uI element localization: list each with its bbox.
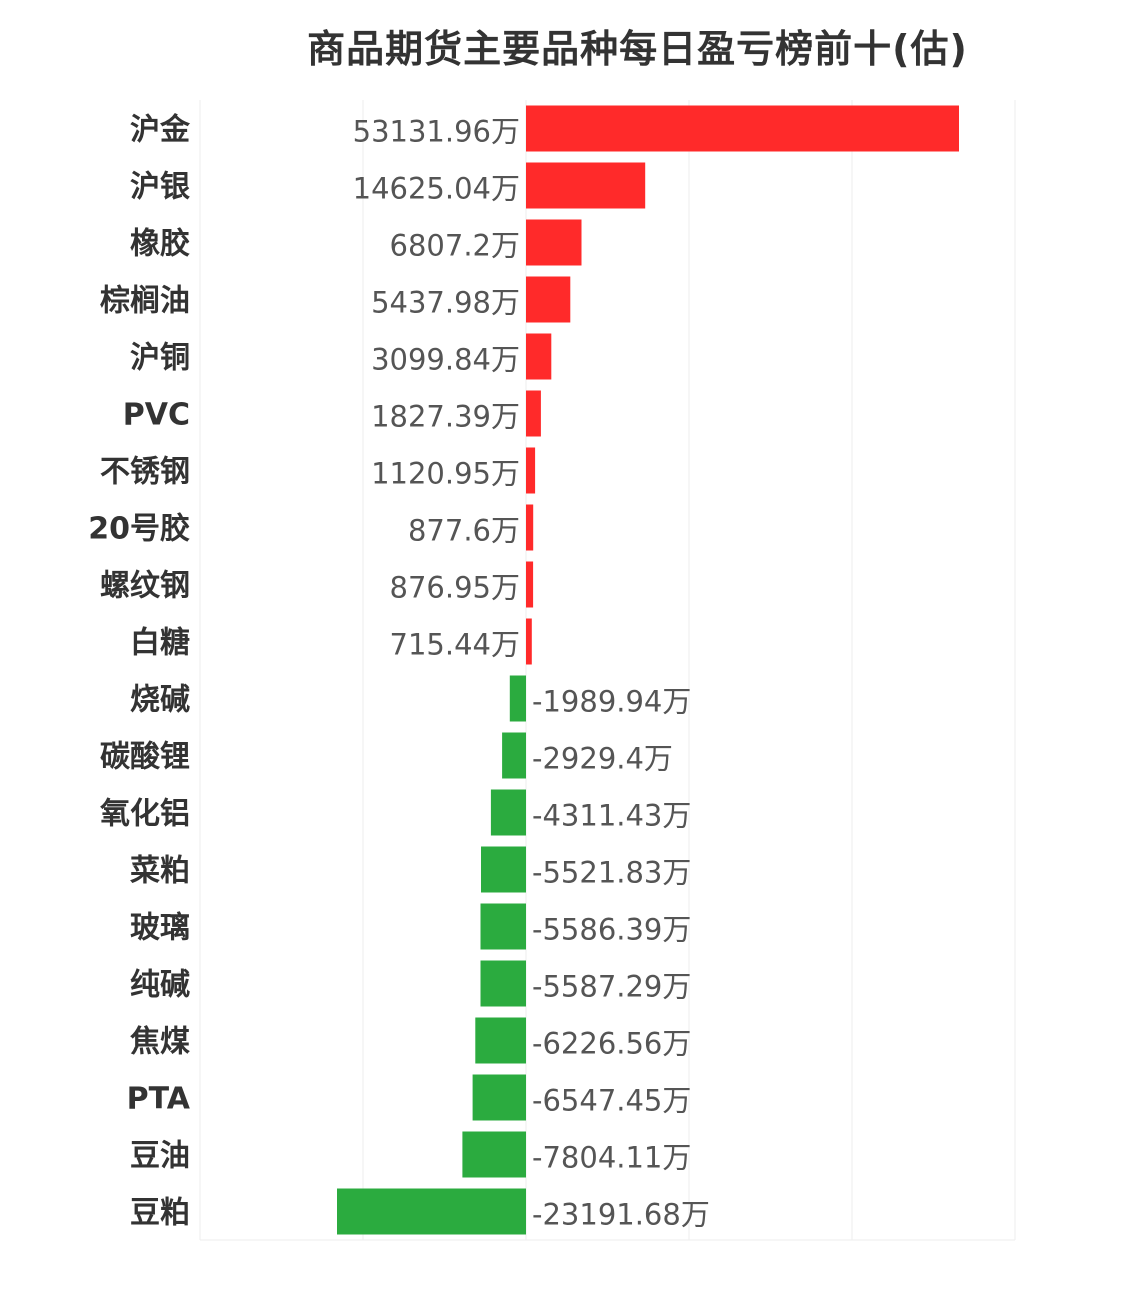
value-label: 5437.98万: [371, 286, 520, 320]
value-label: -5521.83万: [532, 856, 691, 890]
category-label: 螺纹钢: [100, 569, 190, 604]
category-label: 豆油: [130, 1139, 190, 1174]
value-label: -23191.68万: [532, 1198, 710, 1232]
value-label: -6226.56万: [532, 1027, 691, 1061]
value-label: -5587.29万: [532, 970, 691, 1004]
bar: [462, 1131, 526, 1178]
bar: [526, 504, 534, 551]
bar: [526, 390, 541, 437]
bars: [337, 105, 959, 1235]
bar: [526, 162, 646, 209]
bar: [526, 447, 536, 494]
bar: [481, 846, 526, 893]
category-label: 沪铜: [130, 341, 190, 376]
bar: [502, 732, 526, 779]
bar: [509, 675, 526, 722]
value-label: 1827.39万: [371, 400, 520, 434]
bar: [526, 618, 532, 665]
value-label: -1989.94万: [532, 685, 691, 719]
category-label: 碳酸锂: [100, 740, 190, 775]
bar: [337, 1188, 526, 1235]
plot-area: [200, 100, 1015, 1240]
value-label: 877.6万: [408, 514, 520, 548]
value-label: 6807.2万: [390, 229, 520, 263]
category-label: 沪银: [130, 170, 190, 205]
value-label: -2929.4万: [532, 742, 673, 776]
category-label: 沪金: [130, 113, 191, 148]
bar: [475, 1017, 526, 1064]
bar: [526, 333, 552, 380]
category-label: 纯碱: [130, 968, 190, 1003]
value-label: -5586.39万: [532, 913, 691, 947]
value-label: -4311.43万: [532, 799, 691, 833]
category-label: 焦煤: [130, 1025, 190, 1060]
value-label: 876.95万: [390, 571, 520, 605]
value-label: -6547.45万: [532, 1084, 691, 1118]
category-label: 氧化铝: [100, 797, 190, 832]
chart-title: 商品期货主要品种每日盈亏榜前十(估): [307, 27, 968, 71]
bar: [526, 219, 582, 266]
category-label: PVC: [123, 398, 190, 433]
bar: [480, 903, 526, 950]
category-label: 菜粕: [130, 854, 190, 889]
value-label: 53131.96万: [353, 115, 520, 149]
bar: [490, 789, 526, 836]
value-label: 14625.04万: [353, 172, 520, 206]
bar: [526, 105, 959, 152]
category-label: PTA: [127, 1082, 191, 1117]
category-label: 豆粕: [130, 1196, 190, 1231]
value-label: -7804.11万: [532, 1141, 691, 1175]
category-label: 玻璃: [130, 911, 190, 946]
value-label: 1120.95万: [371, 457, 520, 491]
category-label: 20号胶: [88, 512, 190, 547]
value-label: 715.44万: [390, 628, 520, 662]
bar: [472, 1074, 526, 1121]
category-label: 不锈钢: [100, 455, 190, 490]
category-label: 白糖: [130, 626, 190, 661]
category-label: 橡胶: [130, 227, 190, 262]
value-label: 3099.84万: [371, 343, 520, 377]
bar: [526, 276, 571, 323]
bar: [526, 561, 534, 608]
category-label: 烧碱: [130, 683, 190, 718]
category-label: 棕榈油: [100, 284, 190, 319]
bar: [480, 960, 526, 1007]
